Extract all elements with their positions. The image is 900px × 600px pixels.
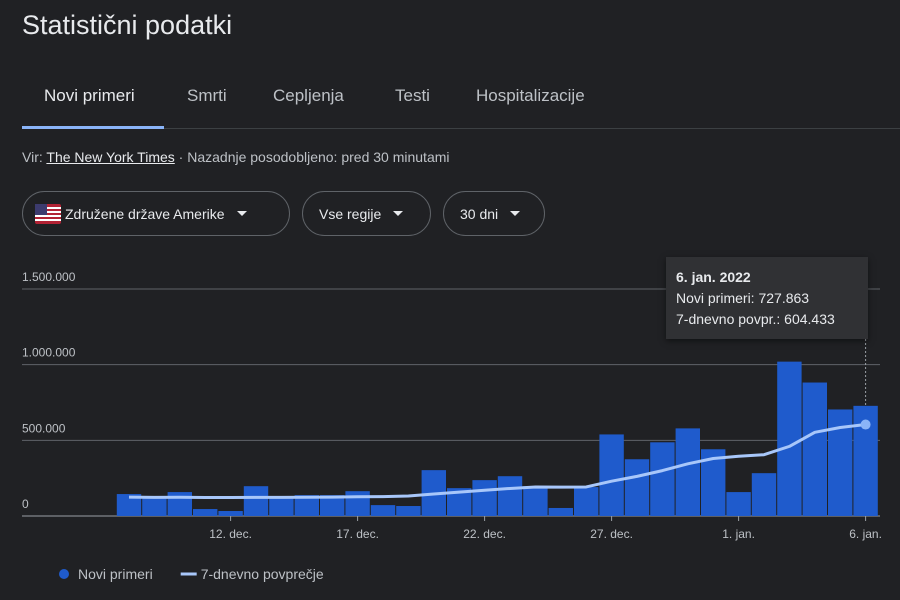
bar: [624, 459, 650, 516]
bar: [142, 498, 167, 516]
tooltip-row: 7-dnevno povpr.: 604.433: [676, 311, 835, 327]
bar: [370, 505, 396, 516]
x-tick-label: 17. dec.: [336, 527, 379, 541]
bar: [574, 487, 599, 516]
source-link[interactable]: The New York Times: [46, 149, 175, 165]
filter-label: 30 dni: [460, 205, 499, 222]
legend-label: Novi primeri: [78, 566, 153, 582]
source-updated: · Nazadnje posodobljeno: pred 30 minutam…: [178, 149, 450, 165]
bar: [345, 491, 370, 516]
filter-label: Vse regije: [319, 205, 382, 222]
bar: [777, 361, 802, 516]
bar: [243, 486, 269, 516]
bar: [167, 492, 192, 516]
bar: [193, 509, 218, 516]
bar: [320, 495, 345, 516]
page-title: Statistični podatki: [22, 10, 233, 40]
bar: [218, 511, 243, 516]
filter-country[interactable]: Združene države Amerike: [22, 191, 290, 236]
bar: [599, 434, 624, 516]
flag-icon: [35, 203, 61, 224]
tab-divider: [22, 128, 900, 129]
bar: [726, 492, 751, 516]
y-tick-label: 500.000: [22, 421, 66, 435]
tab[interactable]: Testi: [395, 86, 430, 105]
filter-region[interactable]: Vse regije: [302, 191, 431, 236]
y-tick-label: 1.000.000: [22, 346, 76, 360]
y-tick-label: 0: [22, 497, 29, 511]
legend-swatch: [59, 569, 69, 579]
tab[interactable]: Smrti: [187, 86, 227, 105]
bar: [294, 495, 319, 516]
hover-point: [860, 419, 871, 430]
bar: [523, 486, 548, 516]
x-tick-label: 12. dec.: [209, 527, 252, 541]
bar: [497, 476, 523, 516]
tab-indicator: [22, 126, 164, 129]
tooltip: 6. jan. 2022 Novi primeri: 727.863 7-dne…: [666, 257, 868, 339]
tooltip-row: Novi primeri: 727.863: [676, 290, 810, 306]
bar: [472, 480, 497, 516]
bar: [548, 507, 573, 516]
legend-label: 7-dnevno povprečje: [201, 566, 324, 582]
source-line: Vir: The New York Times · Nazadnje posod…: [22, 149, 450, 165]
bar: [802, 382, 827, 516]
source-prefix: Vir:: [22, 149, 43, 165]
bar: [116, 494, 142, 516]
bar: [650, 442, 675, 516]
tab[interactable]: Novi primeri: [44, 86, 135, 105]
bar: [751, 473, 777, 516]
tab[interactable]: Hospitalizacije: [476, 86, 585, 105]
filter-label: Združene države Amerike: [65, 205, 225, 222]
bar: [396, 506, 421, 516]
tooltip-title: 6. jan. 2022: [676, 269, 751, 285]
x-tick-label: 22. dec.: [463, 527, 506, 541]
x-tick-label: 6. jan.: [849, 527, 882, 541]
x-tick-label: 1. jan.: [722, 527, 755, 541]
filter-range[interactable]: 30 dni: [443, 191, 545, 236]
bar: [675, 428, 700, 516]
average-line: [128, 423, 866, 500]
x-tick-label: 27. dec.: [590, 527, 633, 541]
y-tick-label: 1.500.000: [22, 270, 76, 284]
tab[interactable]: Cepljenja: [273, 86, 344, 105]
bar: [269, 497, 294, 516]
